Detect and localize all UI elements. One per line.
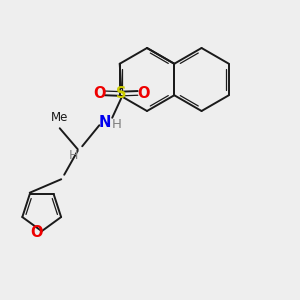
Text: O: O — [30, 225, 43, 240]
Text: H: H — [112, 118, 122, 131]
Text: O: O — [93, 86, 106, 101]
Text: N: N — [98, 115, 111, 130]
Text: S: S — [116, 86, 127, 101]
Text: O: O — [137, 86, 149, 101]
Text: H: H — [68, 149, 78, 162]
Text: Me: Me — [51, 111, 68, 124]
